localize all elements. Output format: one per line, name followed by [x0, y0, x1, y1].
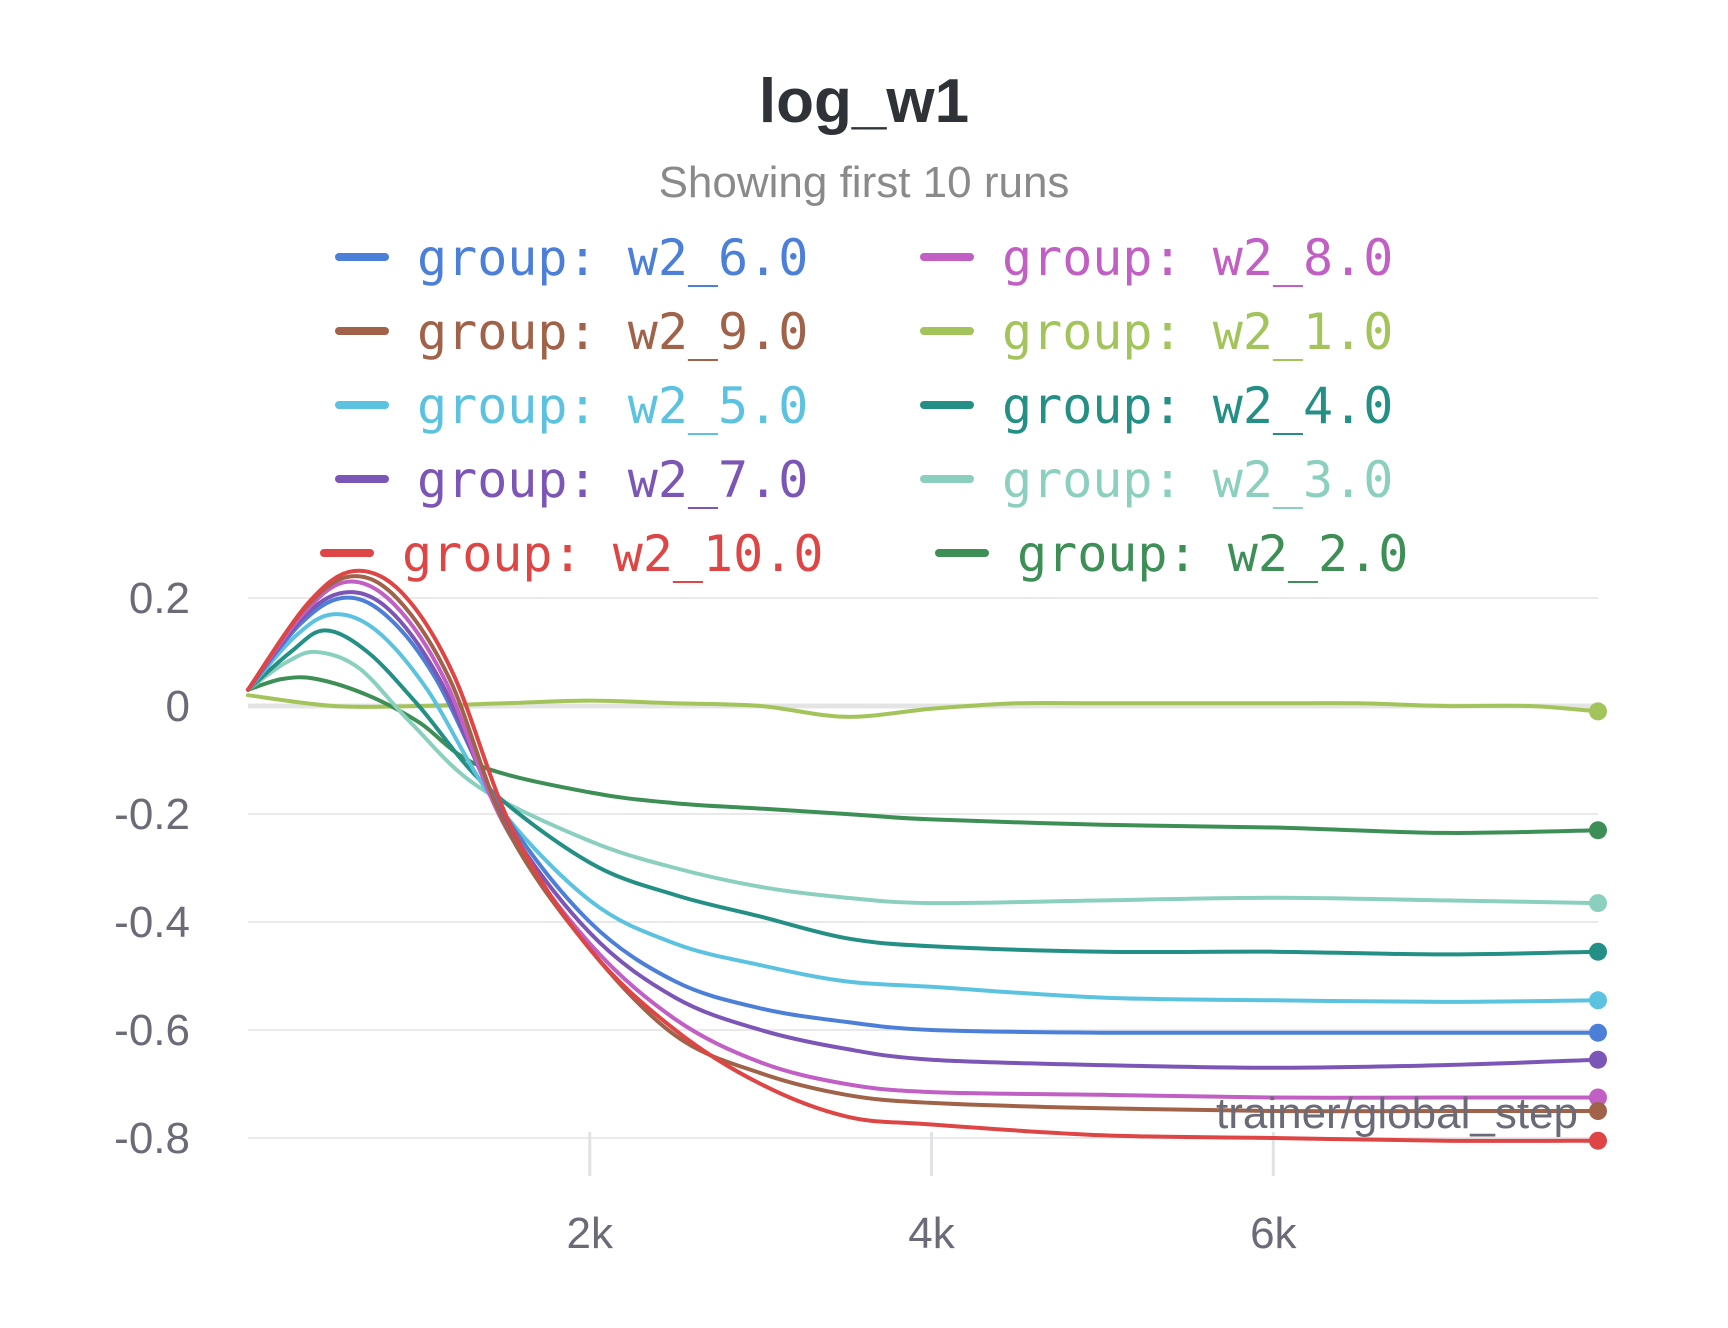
- legend-label: group: w2_6.0: [417, 229, 809, 287]
- y-tick-label-3: -0.4: [114, 898, 190, 947]
- series-endpoint-group-w2-7-0: [1589, 1050, 1607, 1069]
- legend-swatch: [920, 475, 974, 483]
- series-line-group-w2-2-0: [246, 675, 1600, 835]
- y-tick-label-4: -0.6: [114, 1006, 190, 1055]
- series-endpoint-group-w2-5-0: [1589, 991, 1607, 1010]
- chart-title: log_w1: [758, 67, 970, 136]
- series-line-group-w2-1-0: [246, 693, 1600, 719]
- legend-label: group: w2_9.0: [417, 303, 809, 361]
- series-endpoint-group-w2-9-0: [1589, 1102, 1607, 1120]
- series-endpoint-group-w2-3-0: [1589, 894, 1607, 913]
- x-tick-label-2: 6k: [1250, 1209, 1297, 1258]
- legend-label: group: w2_10.0: [402, 525, 824, 583]
- legend-swatch: [335, 475, 389, 483]
- x-tick-label-1: 4k: [908, 1209, 955, 1258]
- series-endpoint-group-w2-8-0: [1589, 1088, 1607, 1107]
- legend-label: group: w2_7.0: [417, 451, 809, 509]
- chart-subtitle: Showing first 10 runs: [658, 158, 1070, 207]
- series-line-group-w2-4-0: [246, 628, 1600, 957]
- series-line-group-w2-7-0: [246, 590, 1600, 1070]
- series-endpoint-group-w2-4-0: [1589, 942, 1607, 961]
- y-tick-label-1: 0: [166, 682, 190, 731]
- y-axis-ticks: 0.2 0 -0.2 -0.4 -0.6 -0.8: [114, 574, 190, 1163]
- series-line-group-w2-8-0: [246, 579, 1600, 1100]
- series-line-group-w2-5-0: [246, 612, 1600, 1004]
- y-tick-label-2: -0.2: [114, 790, 190, 839]
- legend-swatch: [920, 327, 974, 335]
- legend-label: group: w2_8.0: [1002, 229, 1394, 287]
- legend-swatch: [335, 401, 389, 409]
- legend-label: group: w2_3.0: [1002, 451, 1394, 509]
- legend-label: group: w2_1.0: [1002, 303, 1394, 361]
- series-line-group-w2-10-0: [246, 568, 1600, 1143]
- legend-label: group: w2_5.0: [417, 377, 809, 435]
- series-endpoint-group-w2-10-0: [1589, 1131, 1607, 1150]
- legend-swatch: [335, 253, 389, 261]
- series-line-group-w2-6-0: [246, 595, 1600, 1035]
- series-endpoint-group-w2-1-0: [1589, 702, 1607, 721]
- y-tick-label-5: -0.8: [114, 1114, 190, 1163]
- legend-label: group: w2_4.0: [1002, 377, 1394, 435]
- x-axis-ticks: 2k 4k 6k: [567, 1132, 1298, 1258]
- series-line-group-w2-3-0: [246, 649, 1600, 906]
- legend-swatch: [320, 549, 374, 557]
- legend-swatch: [935, 549, 989, 557]
- series-endpoint-group-w2-2-0: [1589, 821, 1607, 840]
- x-axis-label: trainer/global_step: [1216, 1089, 1578, 1138]
- y-tick-label-0: 0.2: [129, 574, 190, 623]
- legend-swatch: [920, 253, 974, 261]
- legend-swatch: [335, 327, 389, 335]
- legend-label: group: w2_2.0: [1017, 525, 1409, 583]
- series-lines: [246, 568, 1600, 1143]
- series-endpoints: [1589, 702, 1607, 1150]
- x-tick-label-0: 2k: [567, 1209, 614, 1258]
- series-endpoint-group-w2-6-0: [1589, 1023, 1607, 1042]
- legend-swatch: [920, 401, 974, 409]
